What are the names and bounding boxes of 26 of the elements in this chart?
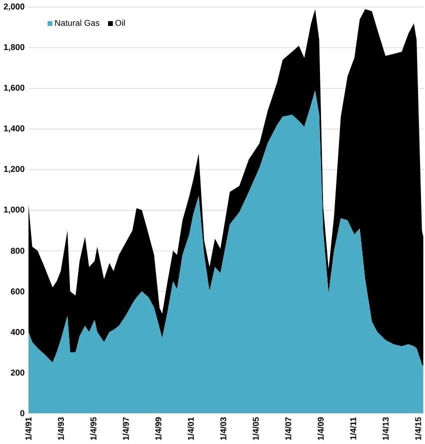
y-tick-label: 1,400 <box>4 125 24 133</box>
x-tick-label: 1/4/05 <box>252 417 259 440</box>
x-tick-label: 1/4/95 <box>90 417 97 440</box>
y-tick-label: 1,200 <box>4 166 24 174</box>
x-tick-label: 1/4/09 <box>318 417 324 440</box>
y-tick-label: 800 <box>10 248 24 254</box>
y-tick-label: 1,000 <box>4 206 24 214</box>
x-tick-label: 1/4/03 <box>220 417 227 440</box>
x-tick-label: 1/4/13 <box>382 417 389 440</box>
x-tick-label: 1/4/93 <box>58 417 64 440</box>
y-tick-label: 600 <box>11 288 24 294</box>
y-tick-label: 200 <box>10 370 24 376</box>
x-tick-label: 1/4/01 <box>188 417 194 440</box>
x-tick-label: 1/4/11 <box>350 417 356 440</box>
y-tick-label: 0 <box>20 410 24 416</box>
y-tick-label: 400 <box>10 329 24 336</box>
x-tick-label: 1/4/91 <box>25 417 32 440</box>
legend-label: Oil <box>116 20 125 26</box>
x-tick-label: 1/4/99 <box>155 417 162 440</box>
y-tick-label: 1,600 <box>4 84 24 92</box>
x-tick-label: 1/4/07 <box>285 417 292 440</box>
x-tick-label: 1/4/15 <box>415 417 422 440</box>
y-tick-label: 2,000 <box>4 4 24 11</box>
legend-label: Natural Gas <box>55 20 100 26</box>
y-tick-label: 1,800 <box>4 44 24 52</box>
x-tick-label: 1/4/97 <box>122 417 130 440</box>
